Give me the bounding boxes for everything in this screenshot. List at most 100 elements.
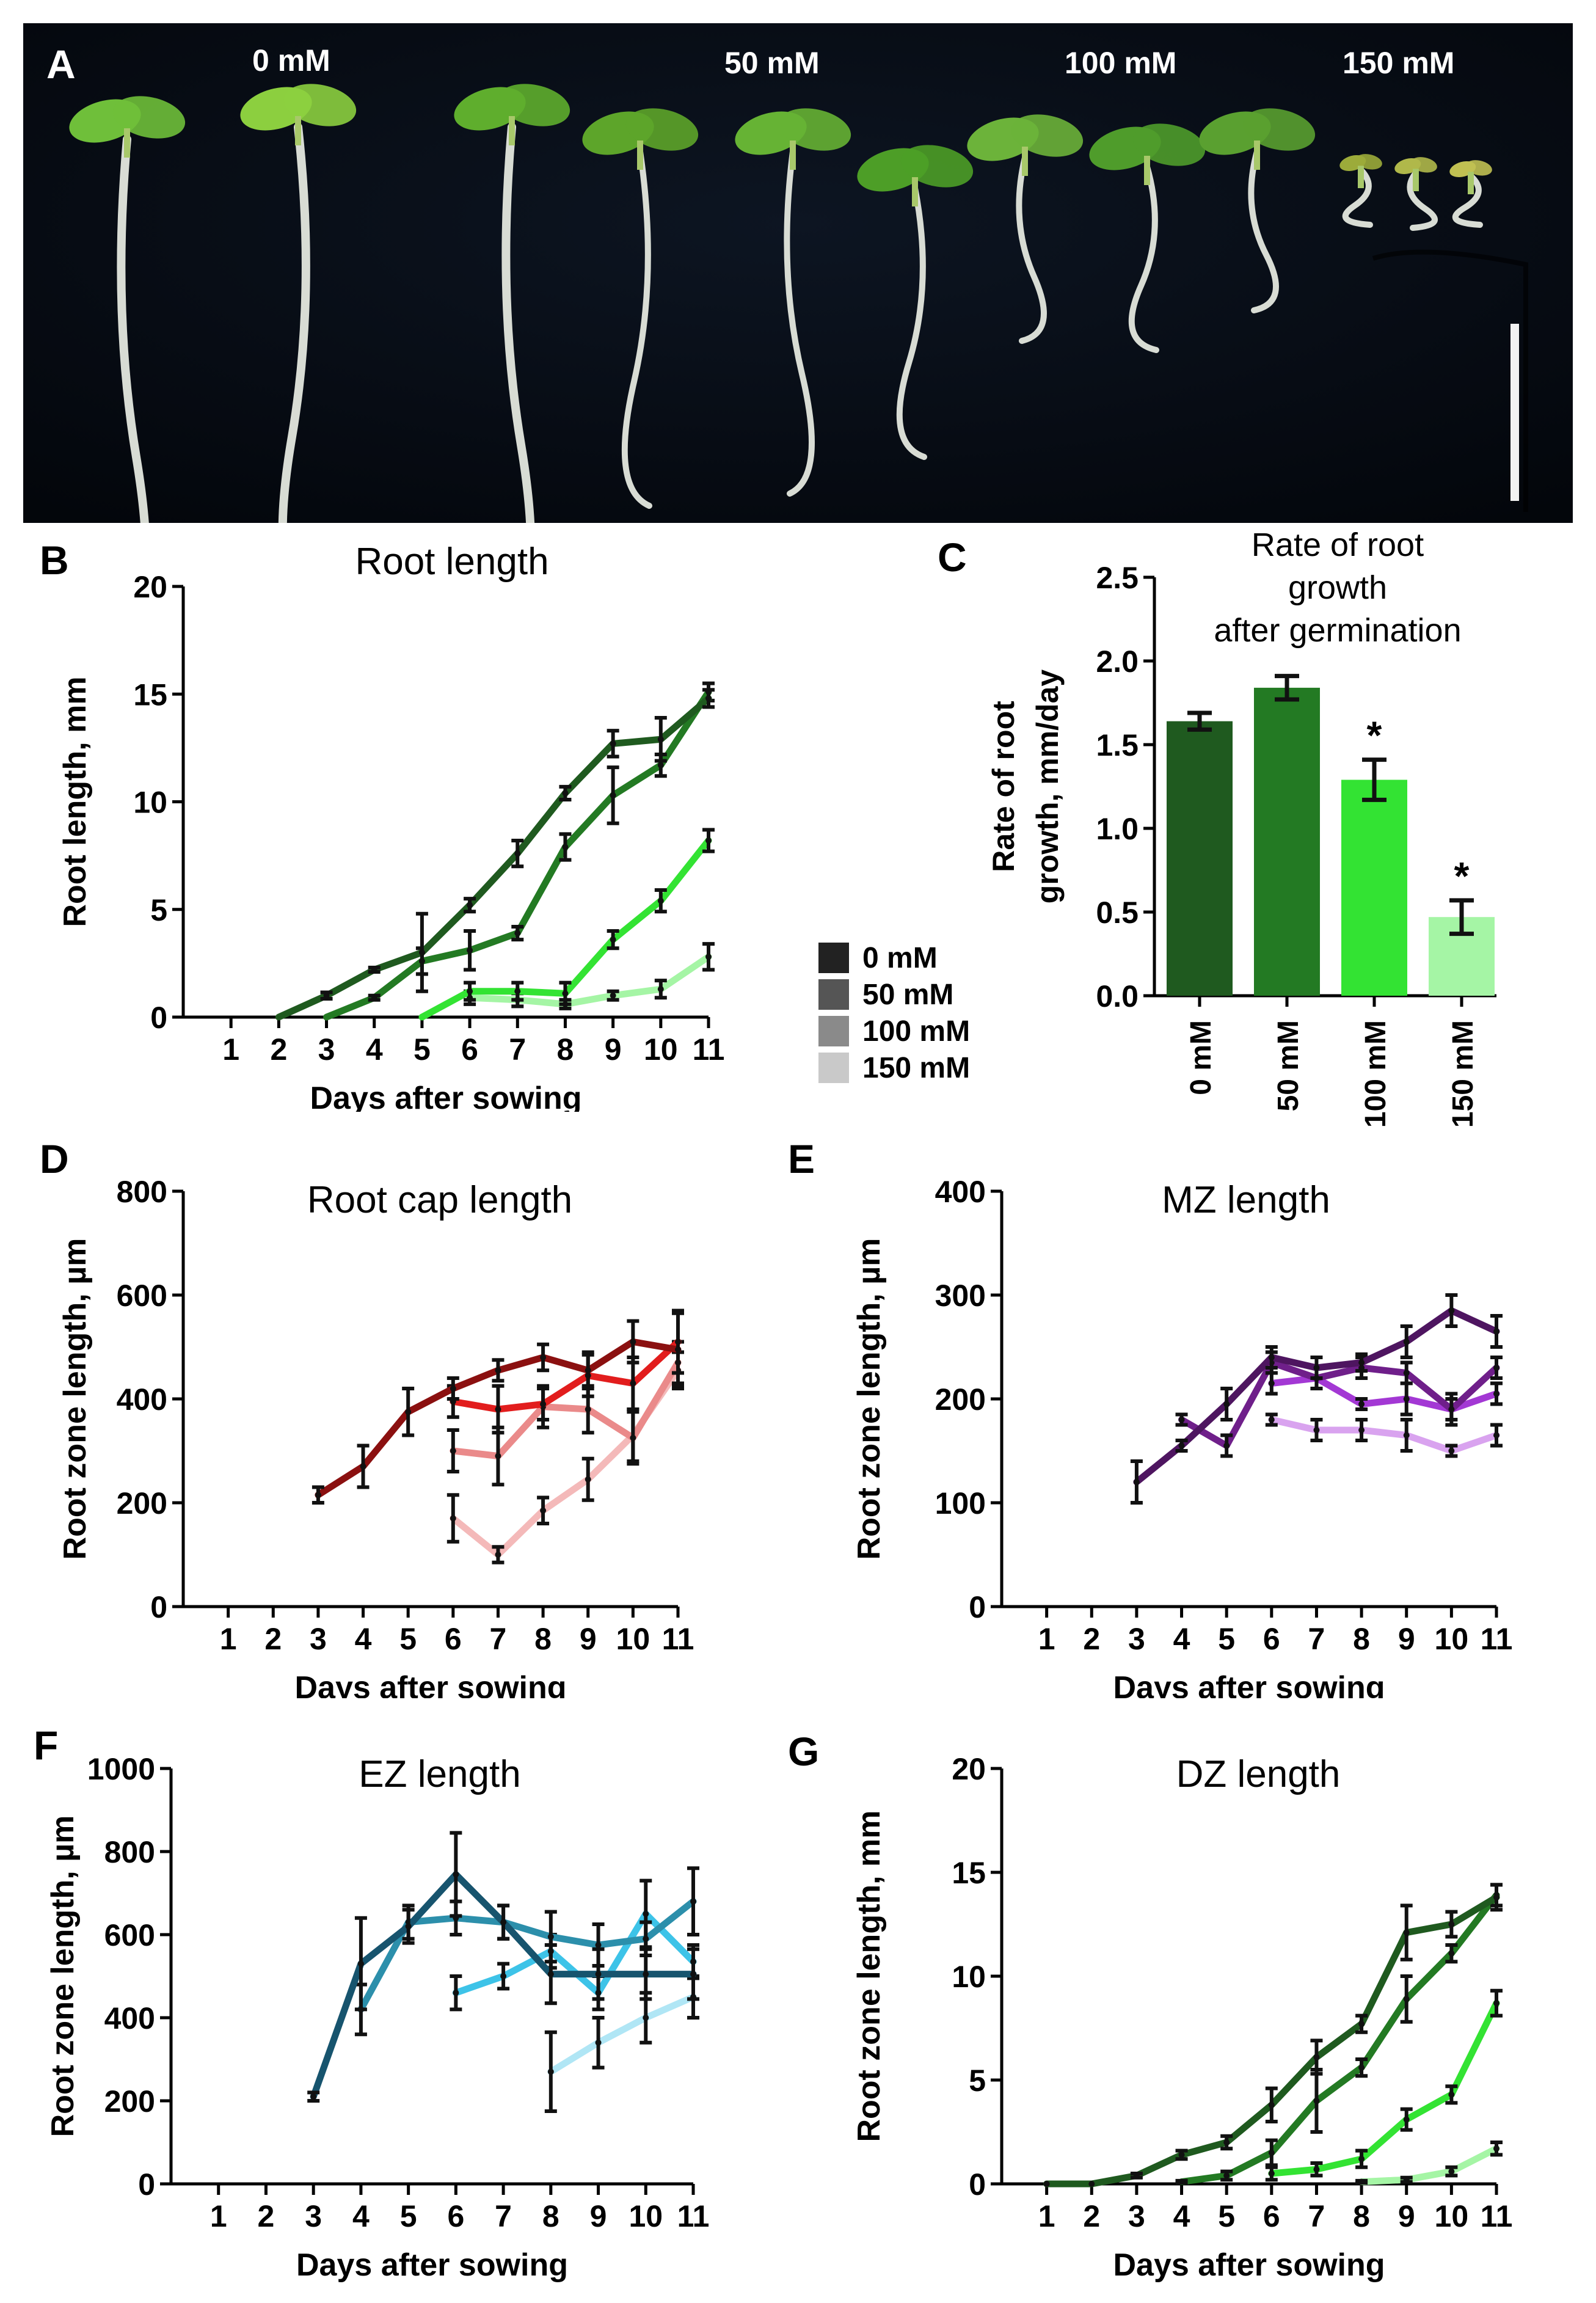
x-tick-label: 3 [318, 1032, 335, 1067]
legend-label: 150 mM [862, 1051, 971, 1084]
x-axis-label: Days after sowing [1113, 1670, 1385, 1698]
x-tick-label: 9 [1398, 2199, 1415, 2233]
data-point [467, 902, 473, 908]
data-point [1358, 2021, 1365, 2027]
data-point [1403, 1929, 1410, 1936]
data-point [467, 947, 473, 954]
x-tick-label: 4 [1173, 2199, 1190, 2233]
panel-letter: B [40, 538, 69, 583]
data-point [1448, 1448, 1455, 1454]
data-point [1313, 1427, 1320, 1433]
data-point [514, 930, 521, 936]
data-point [514, 850, 521, 857]
data-point [1403, 1370, 1410, 1376]
panel-letter: F [34, 1723, 58, 1768]
y-tick-label: 1000 [87, 1752, 155, 1786]
series-150-mM [1355, 2141, 1503, 2186]
significance-marker: * [1454, 854, 1470, 898]
x-tick-label: 6 [1263, 2199, 1280, 2233]
data-point [562, 990, 569, 997]
seedling-4 [582, 108, 699, 509]
series-line [450, 1367, 682, 1558]
y-tick-label: 5 [150, 893, 167, 927]
series-100-mM [418, 828, 715, 1021]
data-point [690, 1971, 696, 1977]
chart-title: EZ length [359, 1753, 520, 1795]
legend-entry: 150 mM [818, 1049, 1020, 1086]
series-100-mM [450, 1878, 699, 2012]
data-point [1223, 1401, 1230, 1407]
series-150-mM [1265, 1412, 1503, 1458]
data-point [467, 988, 473, 995]
category-label: 100 mM [1360, 1020, 1392, 1128]
data-point [1403, 1996, 1410, 2002]
x-tick-label: 1 [222, 1032, 239, 1067]
x-tick-label: 8 [1353, 1622, 1370, 1656]
data-point [610, 740, 616, 747]
chart-C-rate-of-root-growth: C Rate of root growth after germination Rate… [938, 527, 1496, 1128]
data-point [657, 986, 664, 993]
series-50-mM [1175, 1883, 1503, 2186]
data-point [657, 897, 664, 904]
y-tick-label: 15 [952, 1856, 986, 1890]
data-point [1358, 1427, 1365, 1433]
category-label: 50 mM [1272, 1020, 1305, 1111]
x-tick-label: 3 [1128, 1622, 1145, 1656]
data-point [630, 1434, 636, 1441]
data-point [1268, 1380, 1275, 1387]
x-tick-label: 5 [414, 1032, 431, 1067]
data-point [1358, 2064, 1365, 2071]
data-point [1448, 2168, 1455, 2175]
y-axis-label: Root zone length, µm [57, 1238, 93, 1560]
category-label: 0 mM [1185, 1020, 1217, 1095]
x-tick-label: 7 [1308, 1622, 1325, 1656]
y-tick-label: 400 [935, 1175, 986, 1209]
chart-title: DZ length [1176, 1753, 1341, 1795]
x-tick-label: 4 [366, 1032, 383, 1067]
data-point [371, 995, 377, 1001]
data-point [610, 792, 616, 798]
x-tick-label: 8 [557, 1032, 574, 1067]
data-point [1133, 1479, 1140, 1485]
category-label: 150 mM [1447, 1020, 1479, 1128]
data-point [1178, 2152, 1185, 2158]
legend-label: 50 mM [862, 978, 954, 1011]
x-tick-label: 7 [1308, 2199, 1325, 2233]
axes [169, 1768, 693, 2186]
series-line [1268, 1416, 1500, 1454]
scale-bar [1510, 324, 1519, 501]
data-point [453, 1990, 459, 1996]
seedling-11 [1394, 157, 1438, 231]
x-tick-label: 4 [352, 2199, 370, 2233]
data-point [1493, 1365, 1499, 1371]
data-point [630, 1338, 636, 1345]
x-tick-label: 8 [1353, 2199, 1370, 2233]
concentration-legend: 0 mM 50 mM 100 mM 150 mM [818, 940, 1020, 1092]
x-tick-label: 5 [400, 2199, 417, 2233]
x-tick-label: 5 [1218, 1622, 1235, 1656]
data-point [495, 1453, 501, 1459]
legend-label: 100 mM [862, 1015, 971, 1048]
conc-label-0: 0 mM [252, 43, 330, 78]
y-tick-label: 0 [969, 1590, 986, 1624]
data-point [585, 1406, 591, 1412]
x-tick-label: 2 [258, 2199, 275, 2233]
x-tick-label: 9 [1398, 1622, 1415, 1656]
data-point [630, 1380, 636, 1387]
bar [1341, 779, 1407, 996]
data-point [1493, 1328, 1499, 1335]
bar [1167, 721, 1233, 996]
data-point [450, 1385, 456, 1392]
x-tick-label: 6 [445, 1622, 462, 1656]
data-point [540, 1401, 547, 1407]
series-150-mM [544, 1974, 699, 2113]
x-tick-label: 2 [270, 1032, 287, 1067]
y-axis-label: Root zone length, µm [45, 1816, 81, 2137]
y-tick-label: 15 [133, 677, 167, 712]
chart-title-line: Rate of root [1252, 527, 1424, 563]
data-point [1403, 1396, 1410, 1402]
data-point [450, 1448, 456, 1454]
x-axis-label: Days after sowing [310, 1081, 581, 1112]
